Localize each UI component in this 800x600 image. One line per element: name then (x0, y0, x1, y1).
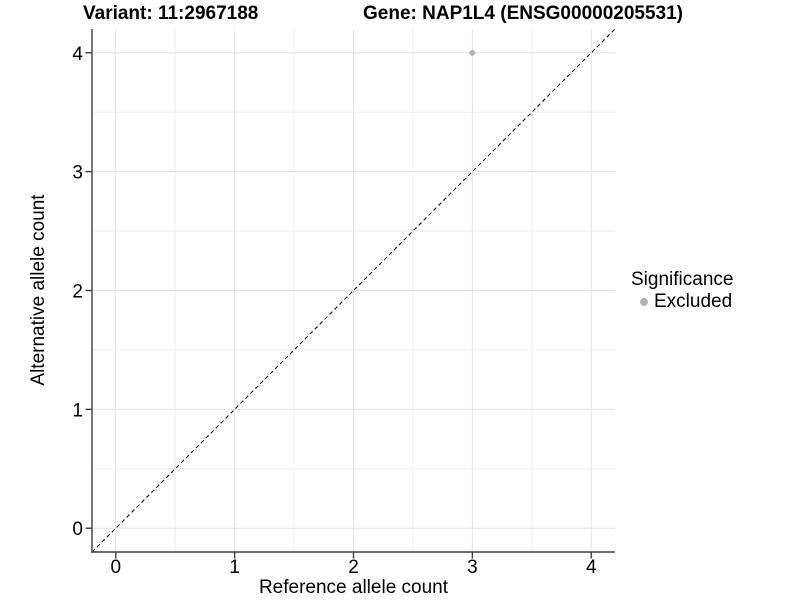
x-tick-label: 4 (586, 557, 597, 578)
legend-title: Significance (631, 269, 734, 290)
x-tick-label: 2 (348, 557, 359, 578)
x-tick-label: 1 (229, 557, 240, 578)
x-tick-label: 0 (110, 557, 121, 578)
y-tick-label: 2 (72, 282, 83, 303)
x-axis-title: Reference allele count (258, 577, 449, 598)
data-point-excluded (469, 49, 476, 56)
y-axis-title: Alternative allele count (28, 194, 49, 386)
legend-item-label: Excluded (654, 291, 733, 312)
legend: Significance Excluded (631, 269, 733, 312)
identity-line (91, 28, 616, 553)
plot-title-gene: Gene: NAP1L4 (ENSG00000205531) (363, 3, 683, 24)
plot-title-variant: Variant: 11:2967188 (83, 3, 259, 24)
x-tick-label: 3 (467, 557, 478, 578)
y-tick-label: 1 (72, 400, 83, 421)
y-tick-label: 3 (72, 163, 83, 184)
legend-item-excluded: Excluded (631, 291, 733, 312)
excluded-point-icon (640, 297, 648, 306)
y-tick-label: 4 (72, 44, 83, 65)
y-tick-label: 0 (72, 519, 83, 540)
